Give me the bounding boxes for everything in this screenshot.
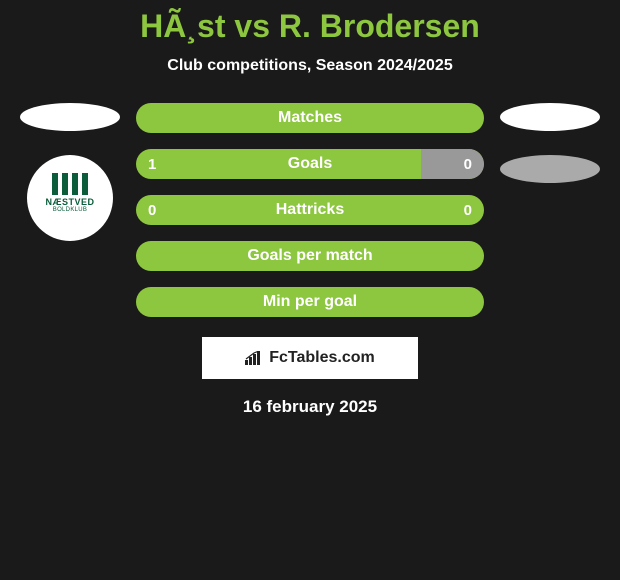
subtitle: Club competitions, Season 2024/2025 [0, 57, 620, 75]
main-row: NÆSTVED BOLDKLUB Matches 1 Goals 0 0 Hattrick… [0, 103, 620, 317]
page-title: HÃ¸st vs R. Brodersen [0, 8, 620, 45]
bar-value-left: 1 [148, 156, 156, 173]
bar-label: Matches [278, 109, 342, 127]
badge-graphic: NÆSTVED BOLDKLUB [41, 173, 99, 223]
club-badge-left: NÆSTVED BOLDKLUB [27, 155, 113, 241]
stat-bar: Min per goal [136, 287, 484, 317]
club-badge-right-placeholder [500, 155, 600, 183]
bar-label: Goals per match [247, 247, 372, 265]
bar-label: Goals [288, 155, 332, 173]
bar-value-right: 0 [464, 156, 472, 173]
bar-label: Min per goal [263, 293, 357, 311]
badge-text-bot: BOLDKLUB [53, 207, 87, 213]
attribution-badge: FcTables.com [202, 337, 418, 379]
stat-bar: Goals per match [136, 241, 484, 271]
player-name-right-placeholder [500, 103, 600, 131]
stat-bar: Matches [136, 103, 484, 133]
bar-value-left: 0 [148, 202, 156, 219]
badge-text-top: NÆSTVED [45, 197, 94, 207]
attribution-text: FcTables.com [269, 349, 375, 367]
bar-value-right: 0 [464, 202, 472, 219]
bar-fill-right [421, 149, 484, 179]
player-name-left-placeholder [20, 103, 120, 131]
left-player-col: NÆSTVED BOLDKLUB [10, 103, 130, 241]
chart-icon [245, 351, 263, 365]
date-label: 16 february 2025 [0, 397, 620, 417]
bar-label: Hattricks [276, 201, 344, 219]
stat-bar: 1 Goals 0 [136, 149, 484, 179]
stat-bars: Matches 1 Goals 0 0 Hattricks 0 Goals per match… [130, 103, 490, 317]
badge-stripes-icon [48, 173, 92, 195]
stat-bar: 0 Hattricks 0 [136, 195, 484, 225]
comparison-card: HÃ¸st vs R. Brodersen Club competitions,… [0, 0, 620, 417]
right-player-col [490, 103, 610, 183]
